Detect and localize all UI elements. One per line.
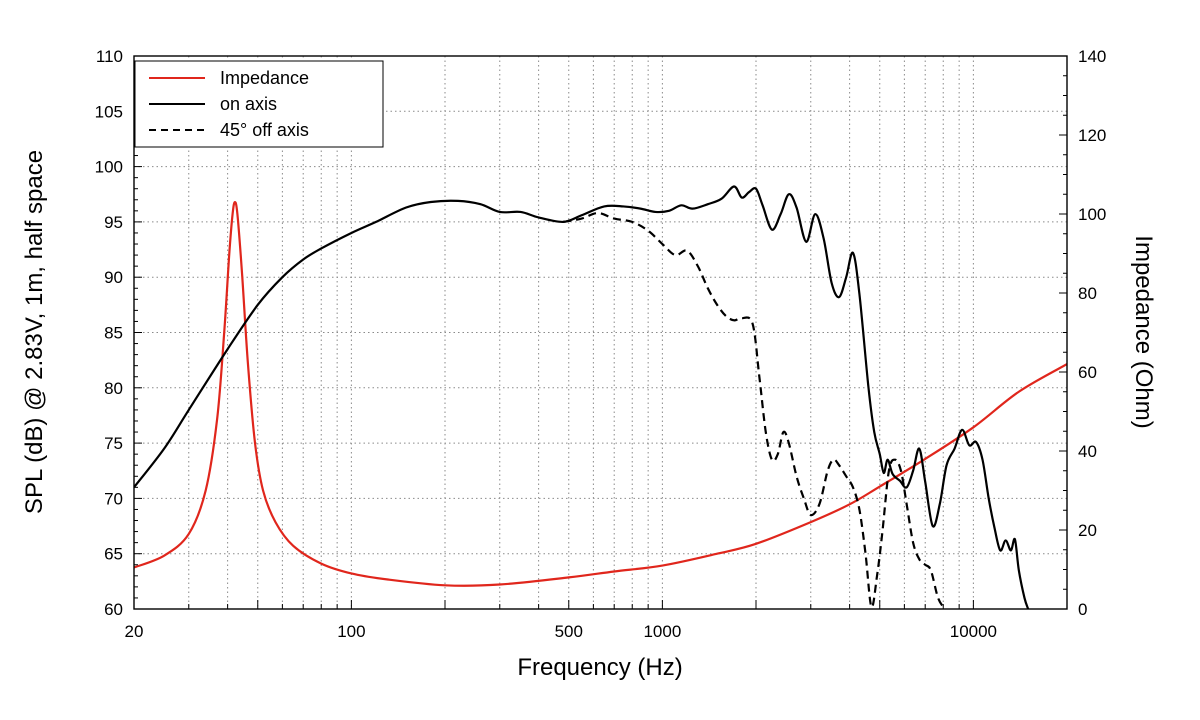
y-left-tick-label: 95 [104, 213, 123, 232]
y-right-tick-label: 120 [1078, 126, 1106, 145]
y-right-tick-label: 0 [1078, 600, 1087, 619]
y-left-tick-label: 110 [96, 47, 123, 66]
y-right-tick-label: 80 [1078, 284, 1097, 303]
x-axis-title: Frequency (Hz) [517, 654, 682, 681]
y-left-tick-label: 105 [95, 102, 123, 121]
series-layer [134, 185, 1067, 609]
y-right-tick-label: 100 [1078, 205, 1106, 224]
ticks: 60 65 70 75 80 85 90 95 100 105 110 0 20 40 60 80 100 120… [95, 47, 1107, 641]
y-left-tick-label: 75 [104, 434, 123, 453]
y-left-tick-label: 90 [104, 268, 123, 287]
y-right-tick-label: 20 [1078, 521, 1097, 540]
x-tick-label: 100 [337, 622, 365, 641]
x-tick-label: 20 [125, 622, 144, 641]
x-tick-label: 1000 [643, 622, 681, 641]
series-on-axis [134, 185, 1030, 609]
y-left-tick-label: 70 [104, 489, 123, 508]
legend-label-off-axis: 45° off axis [220, 120, 309, 140]
legend: Impedance on axis 45° off axis [134, 60, 384, 148]
y-left-tick-label: 65 [104, 545, 123, 564]
y-right-tick-label: 40 [1078, 442, 1097, 461]
y-left-tick-label: 100 [95, 158, 123, 177]
series-45-off-axis [563, 211, 946, 609]
series-impedance [134, 201, 1067, 587]
legend-label-impedance: Impedance [220, 68, 309, 88]
y-left-tick-label: 85 [104, 324, 123, 343]
y-axis-right-title: Impedance (Ohm) [1130, 235, 1157, 428]
y-left-tick-label: 60 [104, 600, 123, 619]
legend-label-on-axis: on axis [220, 94, 277, 114]
x-tick-label: 500 [555, 622, 583, 641]
y-right-tick-label: 60 [1078, 363, 1097, 382]
y-right-tick-label: 140 [1078, 47, 1106, 66]
x-tick-label: 10000 [950, 622, 997, 641]
y-axis-left-title: SPL (dB) @ 2.83V, 1m, half space [21, 150, 48, 514]
y-left-tick-label: 80 [104, 379, 123, 398]
